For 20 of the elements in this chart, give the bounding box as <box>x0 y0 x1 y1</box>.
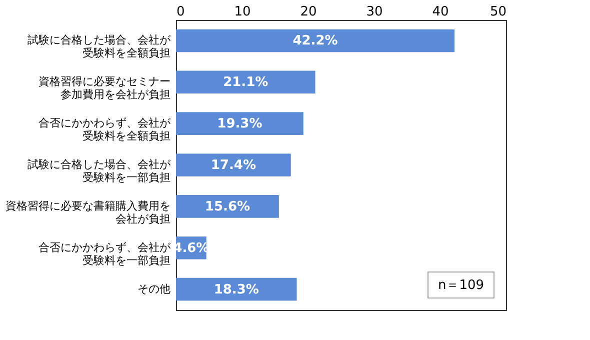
data-label: 15.6% <box>204 199 250 214</box>
data-label: 18.3% <box>214 282 259 298</box>
data-label: 17.4% <box>210 158 256 173</box>
data-label: 21.1% <box>223 75 268 90</box>
x-tick-label: 0 <box>176 4 185 20</box>
y-tick-label: 資格習得に必要なセミナー参加費用を会社が負担 <box>38 75 170 102</box>
x-tick-label: 30 <box>366 4 383 20</box>
y-tick-label: 試験に合格した場合、会社が受験料を全額負担 <box>28 34 172 60</box>
y-tick-label: 試験に合格した場合、会社が受験料を一部負担 <box>28 158 172 184</box>
y-tick-label: 資格習得に必要な書籍購入費用を会社が負担 <box>6 199 170 226</box>
x-tick-label: 50 <box>490 4 506 20</box>
data-label: 42.2% <box>292 34 338 49</box>
y-tick-label: 合否にかかわらず、会社が受験料を全額負担 <box>38 116 172 143</box>
data-label: 19.3% <box>217 116 262 132</box>
x-tick-label: 20 <box>300 4 317 20</box>
x-tick-label: 40 <box>432 4 449 20</box>
y-tick-label: 合否にかかわらず、会社が受験料を一部負担 <box>38 240 172 267</box>
y-tick-label: その他 <box>138 282 170 296</box>
x-tick-label: 10 <box>234 4 251 20</box>
annotation: n＝109 <box>438 278 484 293</box>
